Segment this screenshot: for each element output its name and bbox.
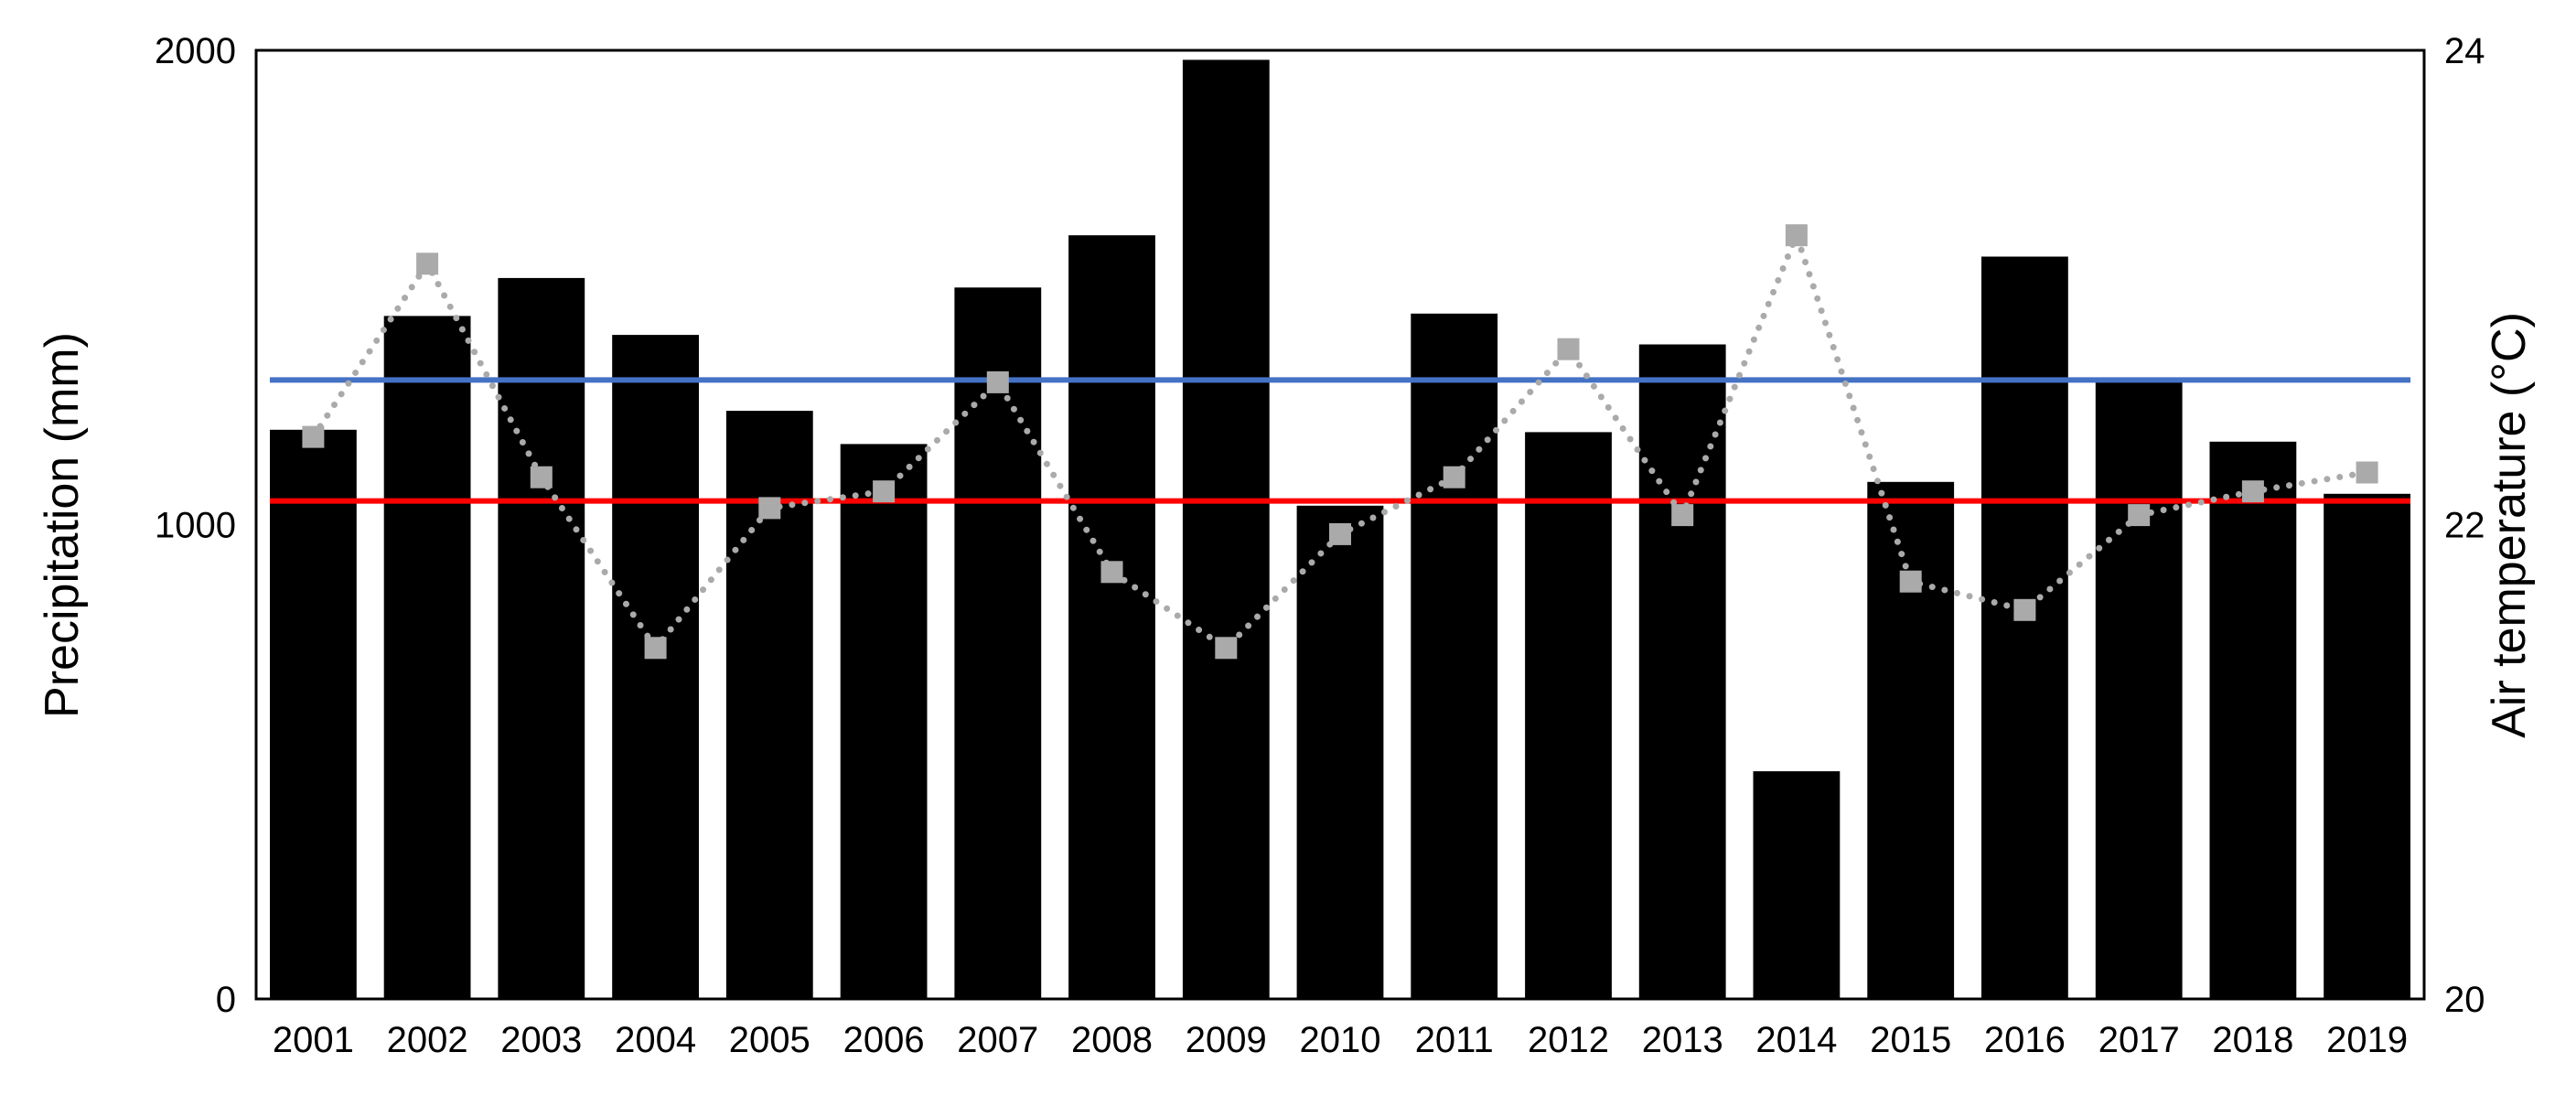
bar-2012 bbox=[1525, 432, 1612, 999]
temperature-line-group bbox=[302, 224, 2378, 660]
y2-tick-label: 20 bbox=[2444, 980, 2485, 1020]
right-axis-ticks: 20 22 24 bbox=[2444, 31, 2485, 1020]
y-tick-label: 0 bbox=[216, 980, 236, 1020]
x-tick-label-2016: 2016 bbox=[1984, 1020, 2066, 1060]
bar-2001 bbox=[270, 429, 357, 999]
y-tick-label: 2000 bbox=[155, 31, 236, 71]
x-tick-label-2004: 2004 bbox=[615, 1020, 696, 1060]
x-tick-label-2007: 2007 bbox=[957, 1020, 1038, 1060]
temperature-point-2003 bbox=[530, 466, 553, 488]
temperature-point-2016 bbox=[2013, 598, 2036, 621]
temperature-point-2002 bbox=[416, 252, 439, 275]
temperature-point-2007 bbox=[986, 370, 1009, 393]
bar-2004 bbox=[612, 335, 699, 1000]
bar-2008 bbox=[1068, 235, 1155, 999]
bar-2003 bbox=[498, 277, 585, 999]
temperature-point-2001 bbox=[302, 425, 325, 448]
temperature-point-2014 bbox=[1785, 224, 1808, 247]
y2-tick-label: 22 bbox=[2444, 506, 2485, 546]
bar-2007 bbox=[954, 287, 1042, 1000]
bar-2009 bbox=[1182, 59, 1270, 999]
x-tick-label-2010: 2010 bbox=[1300, 1020, 1381, 1060]
x-tick-label-2017: 2017 bbox=[2098, 1020, 2180, 1060]
x-tick-label-2009: 2009 bbox=[1186, 1020, 1267, 1060]
y-axis-title: Precipitation (mm) bbox=[36, 332, 89, 718]
temperature-point-2004 bbox=[644, 637, 667, 660]
bar-2016 bbox=[1981, 256, 2068, 999]
x-tick-label-2015: 2015 bbox=[1870, 1020, 1951, 1060]
bar-2014 bbox=[1753, 771, 1841, 999]
temperature-point-2012 bbox=[1557, 338, 1580, 360]
bar-2013 bbox=[1638, 344, 1726, 999]
temperature-point-2006 bbox=[873, 480, 896, 503]
x-axis-ticks: 2001 2002 2003 2004 2005 2006 2007 2008 2009 2010… bbox=[273, 1020, 2408, 1060]
x-tick-label-2003: 2003 bbox=[500, 1020, 582, 1060]
reference-lines-group bbox=[269, 377, 2411, 504]
bar-2015 bbox=[1867, 481, 1955, 999]
bar-2006 bbox=[840, 444, 928, 999]
y-tick-label: 1000 bbox=[155, 506, 236, 546]
temperature-point-2018 bbox=[2241, 480, 2264, 503]
bars-group bbox=[270, 59, 2410, 1000]
x-tick-label-2012: 2012 bbox=[1528, 1020, 1609, 1060]
x-tick-label-2019: 2019 bbox=[2326, 1020, 2408, 1060]
bar-2011 bbox=[1411, 313, 1498, 999]
x-tick-label-2001: 2001 bbox=[273, 1020, 354, 1060]
bar-2010 bbox=[1296, 505, 1384, 999]
x-tick-label-2002: 2002 bbox=[387, 1020, 468, 1060]
bar-2018 bbox=[2209, 441, 2297, 999]
temperature-point-2010 bbox=[1329, 522, 1351, 545]
temperature-point-2019 bbox=[2356, 461, 2378, 484]
temperature-point-2011 bbox=[1443, 466, 1465, 488]
left-axis-ticks: 0 1000 2000 bbox=[155, 31, 236, 1020]
temperature-point-2015 bbox=[1899, 570, 1922, 593]
temperature-point-2017 bbox=[2128, 504, 2151, 527]
x-tick-label-2014: 2014 bbox=[1755, 1020, 1837, 1060]
bar-2002 bbox=[383, 316, 471, 999]
temperature-point-2009 bbox=[1215, 637, 1238, 660]
temperature-point-2008 bbox=[1100, 561, 1123, 584]
x-tick-label-2006: 2006 bbox=[843, 1020, 925, 1060]
temperature-point-2005 bbox=[758, 497, 781, 520]
y2-axis-title: Air temperature (°C) bbox=[2483, 312, 2536, 738]
bar-2017 bbox=[2095, 381, 2183, 999]
x-tick-label-2011: 2011 bbox=[1415, 1020, 1494, 1060]
temperature-point-2013 bbox=[1671, 504, 1694, 527]
x-tick-label-2018: 2018 bbox=[2212, 1020, 2293, 1060]
y2-tick-label: 24 bbox=[2444, 31, 2485, 71]
x-tick-label-2008: 2008 bbox=[1071, 1020, 1153, 1060]
bar-2019 bbox=[2324, 493, 2410, 999]
x-tick-label-2013: 2013 bbox=[1642, 1020, 1723, 1060]
x-tick-label-2005: 2005 bbox=[729, 1020, 810, 1060]
